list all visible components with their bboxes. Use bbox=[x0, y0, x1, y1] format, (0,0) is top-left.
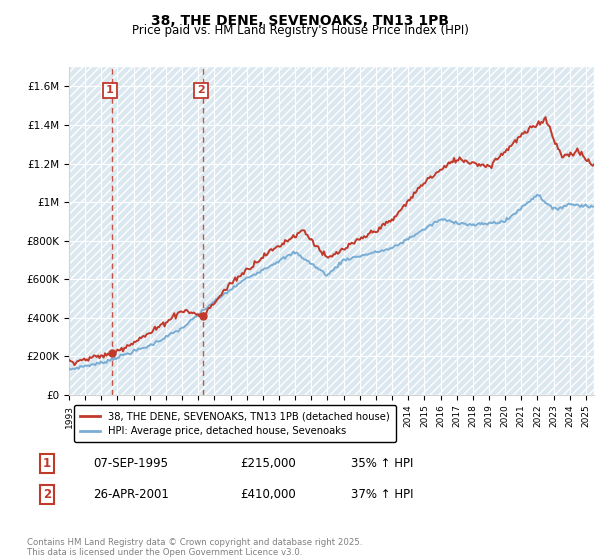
Text: £410,000: £410,000 bbox=[240, 488, 296, 501]
Legend: 38, THE DENE, SEVENOAKS, TN13 1PB (detached house), HPI: Average price, detached: 38, THE DENE, SEVENOAKS, TN13 1PB (detac… bbox=[74, 405, 396, 442]
Text: Contains HM Land Registry data © Crown copyright and database right 2025.
This d: Contains HM Land Registry data © Crown c… bbox=[27, 538, 362, 557]
Text: 35% ↑ HPI: 35% ↑ HPI bbox=[351, 456, 413, 470]
Text: 2: 2 bbox=[43, 488, 51, 501]
Text: 38, THE DENE, SEVENOAKS, TN13 1PB: 38, THE DENE, SEVENOAKS, TN13 1PB bbox=[151, 14, 449, 28]
Text: 07-SEP-1995: 07-SEP-1995 bbox=[93, 456, 168, 470]
Text: Price paid vs. HM Land Registry's House Price Index (HPI): Price paid vs. HM Land Registry's House … bbox=[131, 24, 469, 36]
Text: 2: 2 bbox=[197, 85, 205, 95]
Text: 37% ↑ HPI: 37% ↑ HPI bbox=[351, 488, 413, 501]
Text: 1: 1 bbox=[106, 85, 114, 95]
Text: 1: 1 bbox=[43, 456, 51, 470]
Text: 26-APR-2001: 26-APR-2001 bbox=[93, 488, 169, 501]
Text: £215,000: £215,000 bbox=[240, 456, 296, 470]
